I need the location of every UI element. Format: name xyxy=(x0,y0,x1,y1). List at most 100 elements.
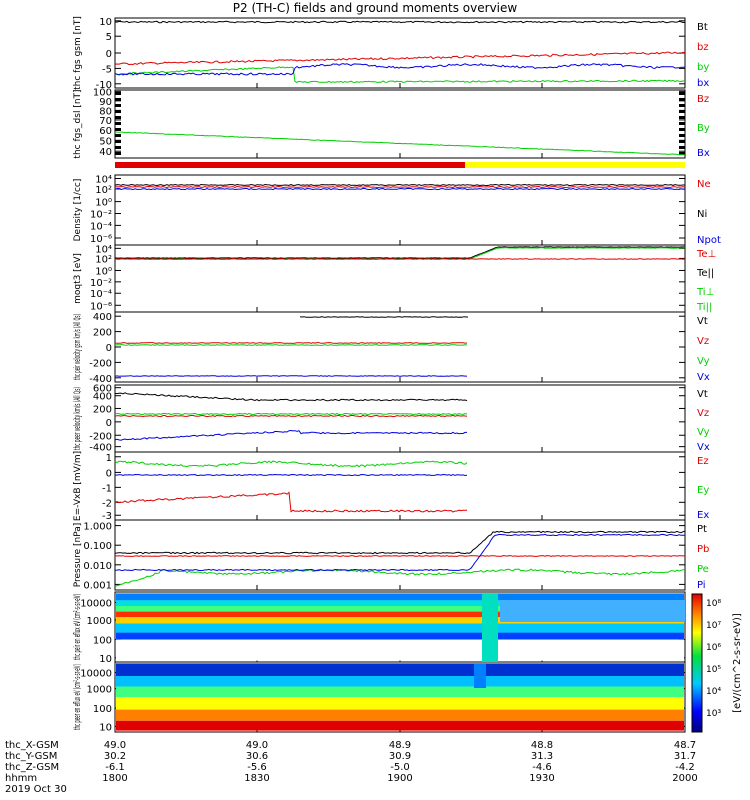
y-axis-label: thc peer velocity km/s (All Qs) xyxy=(73,387,83,450)
edge-mark xyxy=(115,134,121,137)
series-npot xyxy=(114,187,686,191)
y-axis-label: thc fgs_dsl [nT] xyxy=(73,89,83,158)
y-tick-label: 10 xyxy=(99,722,112,733)
panel-frame-5 xyxy=(114,311,686,383)
footer-value: -6.1 xyxy=(105,762,125,773)
series-bt xyxy=(114,20,686,24)
y-tick-label: 10⁴ xyxy=(95,244,112,255)
edge-mark xyxy=(115,152,121,155)
y-axis-label: moqt3 [eV] xyxy=(73,253,83,304)
y-tick-label: 10⁰ xyxy=(95,198,112,209)
colorbar-tick: 10⁴ xyxy=(706,687,721,697)
footer-value: 48.7 xyxy=(674,740,696,751)
footer-value: 1900 xyxy=(387,773,412,784)
peir-spectrum-band xyxy=(116,600,684,606)
y-tick-label: 5 xyxy=(106,32,112,43)
legend-bx: bx xyxy=(697,78,709,89)
edge-mark xyxy=(115,104,121,107)
y-tick-label: 70 xyxy=(99,116,112,127)
legend-pt: Pt xyxy=(697,524,707,535)
series-bx xyxy=(114,63,686,76)
legend-ex: Ex xyxy=(697,510,709,521)
panel-frame-6 xyxy=(114,384,686,453)
y-tick-label: 10000 xyxy=(80,599,112,610)
y-tick-label: 400 xyxy=(93,392,112,403)
y-tick-label: 1.000 xyxy=(83,522,112,533)
edge-mark xyxy=(679,146,685,149)
footer-date: 2019 Oct 30 xyxy=(5,784,67,795)
y-tick-label: 10 xyxy=(99,654,112,665)
footer-value: 1830 xyxy=(244,773,269,784)
series-by-dsl xyxy=(114,131,686,156)
y-tick-label: -10 xyxy=(96,80,112,91)
legend-te: Te⊥ xyxy=(696,249,716,260)
footer-row-label: hhmm xyxy=(5,773,37,784)
series-vt-e xyxy=(114,392,468,402)
legend-pi: Pi xyxy=(697,580,706,591)
y-tick-label: 10⁰ xyxy=(95,266,112,277)
legend-vz: Vz xyxy=(697,408,709,419)
y-axis-label: thc peir velocity gsm km/s (All Qs) xyxy=(73,314,83,380)
footer-value: 49.0 xyxy=(104,740,126,751)
colorbar-label: [eV/(cm^2-s-sr-eV)] xyxy=(732,613,743,713)
y-axis-label: Density [1/cc] xyxy=(73,179,83,242)
y-tick-label: 100 xyxy=(93,87,112,98)
panel-frame-8 xyxy=(114,519,686,591)
y-tick-label: 600 xyxy=(93,384,112,395)
y-tick-label: 100 xyxy=(93,704,112,715)
peir-spectrum-band xyxy=(116,593,684,601)
colorbar xyxy=(691,593,703,733)
footer-value: 30.6 xyxy=(246,751,268,762)
y-tick-label: 10000 xyxy=(80,669,112,680)
footer-value: -5.0 xyxy=(390,762,410,773)
y-tick-label: 40 xyxy=(99,147,112,158)
series-vy-i xyxy=(114,344,468,346)
peer-spectrum-band xyxy=(116,676,684,687)
series-ni xyxy=(114,183,685,187)
footer-value: 1800 xyxy=(102,773,127,784)
edge-mark xyxy=(115,110,121,113)
footer-value: 49.0 xyxy=(246,740,268,751)
series-vy-e xyxy=(114,412,468,416)
legend-ti: Ti⊥ xyxy=(696,287,714,298)
plot-title: P2 (TH-C) fields and ground moments over… xyxy=(232,1,518,15)
peir-spectrum-band xyxy=(116,611,684,618)
series-pi xyxy=(114,533,686,572)
y-tick-label: 10 xyxy=(99,17,112,28)
y-tick-label: 0 xyxy=(106,343,112,354)
legend-npot: Npot xyxy=(697,235,721,246)
series-ey xyxy=(114,460,468,468)
legend-bz: Bz xyxy=(697,94,709,105)
edge-mark xyxy=(679,128,685,131)
series-pt xyxy=(114,530,686,555)
legend-vt: Vt xyxy=(697,316,708,327)
series-teperp xyxy=(115,258,686,260)
peir-spectrum-band xyxy=(116,623,684,633)
peir-band-late xyxy=(500,600,685,622)
legend-vx: Vx xyxy=(697,442,710,453)
y-axis-label: thc peir en eflux eV (cm²-s-sr-eV) xyxy=(73,594,83,660)
edge-mark xyxy=(115,116,121,119)
y-tick-label: -400 xyxy=(89,374,112,385)
legend-by: By xyxy=(697,123,710,134)
peer-spectrum-band xyxy=(116,663,684,676)
series-tipar xyxy=(114,247,686,260)
peer-spectrum-band xyxy=(116,697,684,710)
y-tick-label: -400 xyxy=(89,443,112,454)
y-tick-label: -2 xyxy=(102,498,112,509)
y-tick-label: 0.100 xyxy=(83,541,112,552)
series-vz-e xyxy=(114,414,468,418)
y-axis-label: E=-VxB [mV/m] xyxy=(73,451,83,521)
y-tick-label: 1000 xyxy=(87,616,112,627)
edge-mark xyxy=(679,98,685,101)
y-tick-label: 60 xyxy=(99,126,112,137)
footer-value: 31.7 xyxy=(674,751,696,762)
legend-ti: Ti|| xyxy=(696,302,712,313)
footer-value: 48.9 xyxy=(389,740,411,751)
y-tick-label: -200 xyxy=(89,358,112,369)
y-tick-label: 0 xyxy=(106,49,112,60)
y-tick-label: 10⁴ xyxy=(95,175,112,186)
footer-row-label: thc_X-GSM xyxy=(5,740,59,751)
panel-frame-3 xyxy=(114,174,686,246)
